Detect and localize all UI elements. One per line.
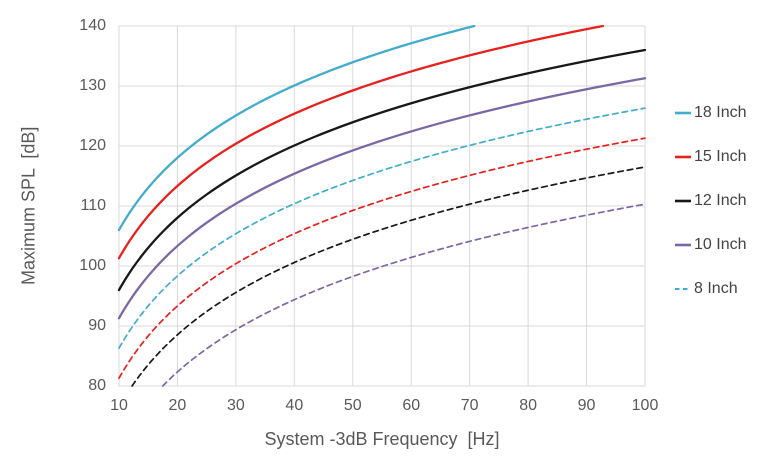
legend-entry-8-inch: 8 Inch <box>674 278 738 300</box>
curve-10-inch <box>117 77 647 320</box>
curve-18-inch <box>117 24 476 232</box>
x-axis-title: System -3dB Frequency [Hz] <box>264 429 500 449</box>
curve-unlabeled-dashed-purple <box>161 203 646 387</box>
legend-entry-18-inch: 18 Inch <box>674 102 746 124</box>
legend-label-18-inch: 18 Inch <box>694 104 747 121</box>
x-tick-40: 40 <box>285 397 304 414</box>
legend-swatch-8-inch <box>675 288 691 290</box>
x-tick-70: 70 <box>460 397 479 414</box>
x-tick-10: 10 <box>110 397 128 414</box>
x-tick-50: 50 <box>343 397 362 414</box>
legend-label-15-inch: 15 Inch <box>694 148 747 165</box>
x-tick-80: 80 <box>519 397 537 414</box>
curve-12-inch <box>117 48 647 292</box>
x-tick-30: 30 <box>226 397 245 414</box>
legend-swatch-10-inch <box>675 243 691 247</box>
legend-label-8-inch: 8 Inch <box>694 280 738 297</box>
legend-label-10-inch: 10 Inch <box>694 236 747 253</box>
x-tick-90: 90 <box>577 397 596 414</box>
legend-swatch-18-inch <box>675 111 691 115</box>
legend-label-12-inch: 12 Inch <box>694 192 747 209</box>
legend-entry-12-inch: 12 Inch <box>674 190 746 212</box>
y-tick-80: 80 <box>88 377 106 394</box>
curve-unlabeled-dashed-red <box>118 137 646 380</box>
legend-entry-10-inch: 10 Inch <box>674 234 746 256</box>
y-tick-140: 140 <box>79 17 106 34</box>
legend-swatch-15-inch <box>675 155 691 159</box>
legend-swatch-12-inch <box>675 199 691 203</box>
plot-border <box>118 25 646 387</box>
x-tick-100: 100 <box>631 397 659 414</box>
legend-entry-15-inch: 15 Inch <box>674 146 746 168</box>
y-tick-120: 120 <box>79 137 106 154</box>
curve-unlabeled-dashed-black <box>131 166 646 387</box>
y-tick-130: 130 <box>79 77 106 94</box>
y-tick-110: 110 <box>80 197 106 214</box>
x-tick-60: 60 <box>402 397 421 414</box>
y-axis-title: Maximum SPL [dB] <box>18 126 39 286</box>
y-tick-100: 100 <box>79 257 106 274</box>
curve-8-inch <box>118 107 646 350</box>
x-tick-20: 20 <box>168 397 187 414</box>
curve-15-inch <box>117 24 605 260</box>
y-tick-90: 90 <box>88 317 106 334</box>
